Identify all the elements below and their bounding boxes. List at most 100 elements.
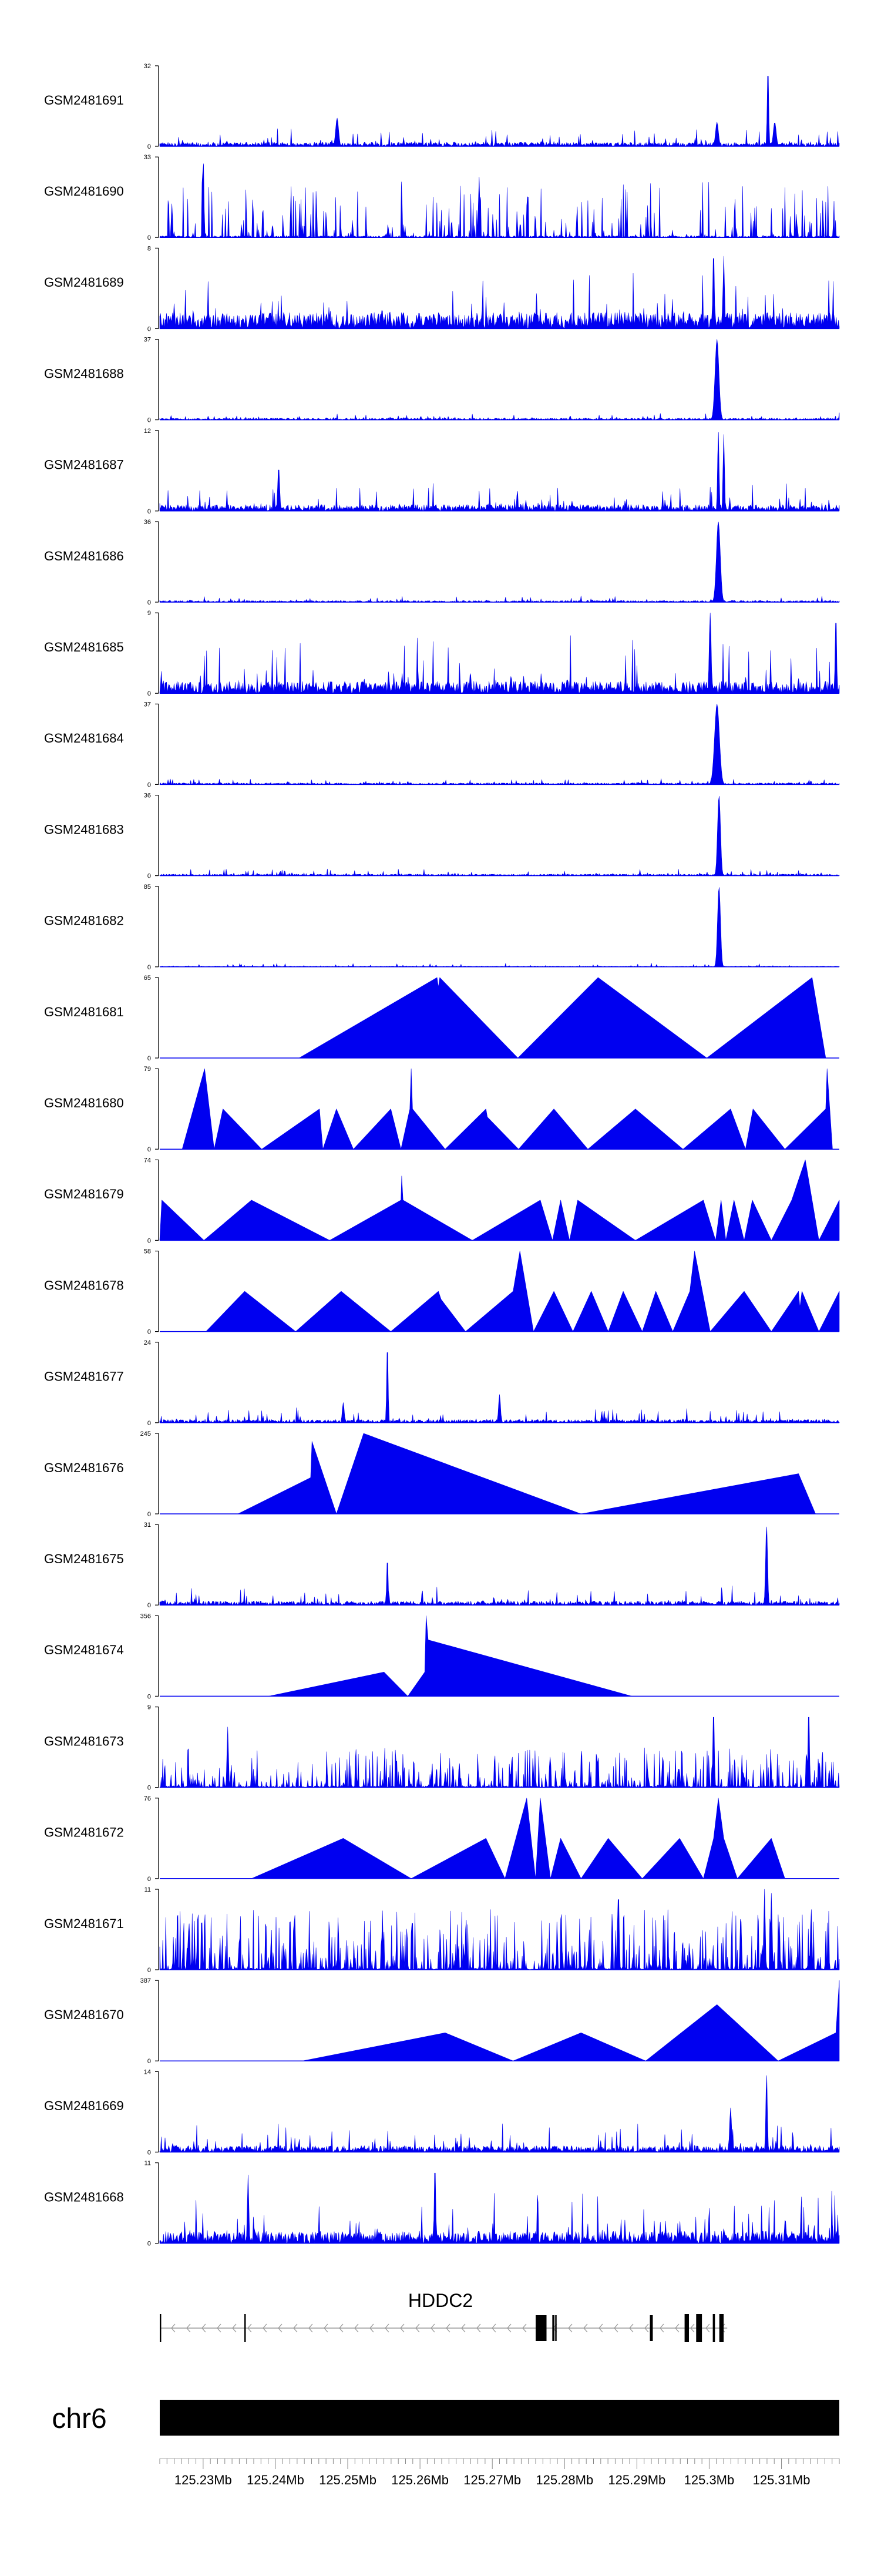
track-label: GSM2481669 (44, 2098, 124, 2113)
y-min-label: 0 (147, 1876, 151, 1883)
track-signal (159, 522, 840, 603)
genome-axis: 125.23Mb 125.24Mb 125.25Mb 125.26Mb 125.27Mb… (159, 2458, 840, 2487)
y-max-label: 74 (144, 1157, 151, 1164)
x-tick-label: 125.3Mb (684, 2473, 735, 2487)
y-min-label: 0 (147, 1237, 151, 1244)
strand-arrow (293, 2323, 298, 2333)
track-label: GSM2481685 (44, 640, 124, 654)
track-signal (159, 796, 840, 876)
strand-arrow (369, 2323, 374, 2333)
y-max-label: 11 (144, 1886, 151, 1893)
track-label: GSM2481691 (44, 93, 124, 108)
track-signal (206, 1251, 840, 1332)
track-signal (159, 2075, 840, 2152)
strand-arrow (492, 2323, 496, 2333)
track-label: GSM2481672 (44, 1825, 124, 1840)
strand-arrow (705, 2323, 710, 2333)
track-signal (159, 1160, 840, 1241)
y-max-label: 76 (144, 1795, 151, 1802)
gene-exon (244, 2314, 246, 2342)
strand-arrow (186, 2323, 191, 2333)
strand-arrow (476, 2323, 481, 2333)
track-signal (159, 2172, 840, 2243)
track-label: GSM2481677 (44, 1369, 124, 1384)
track-signal (159, 432, 840, 512)
strand-arrow (614, 2323, 618, 2333)
y-max-label: 356 (140, 1613, 151, 1620)
y-max-label: 79 (144, 1066, 151, 1073)
gene-exon (555, 2315, 557, 2341)
track: GSM2481678 58 0 (44, 1248, 840, 1336)
y-max-label: 36 (144, 519, 151, 526)
y-min-label: 0 (147, 417, 151, 424)
y-min-label: 0 (147, 1329, 151, 1336)
track: GSM2481686 36 0 (44, 519, 840, 606)
track-label: GSM2481670 (44, 2007, 124, 2022)
y-max-label: 11 (144, 2160, 151, 2167)
strand-arrow (247, 2323, 252, 2333)
y-min-label: 0 (147, 1602, 151, 1609)
strand-arrow (660, 2323, 664, 2333)
strand-arrow (415, 2323, 420, 2333)
y-min-label: 0 (147, 964, 151, 971)
track-label: GSM2481668 (44, 2189, 124, 2204)
track-label: GSM2481676 (44, 1460, 124, 1475)
x-tick-label: 125.31Mb (753, 2473, 811, 2487)
strand-arrow (278, 2323, 283, 2333)
track: GSM2481680 79 0 (44, 1066, 839, 1153)
strand-arrow (461, 2323, 466, 2333)
gene-exon (684, 2314, 689, 2342)
y-max-label: 37 (144, 337, 151, 344)
track: GSM2481674 356 0 (44, 1613, 839, 1700)
y-max-label: 12 (144, 428, 151, 435)
y-max-label: 33 (144, 154, 151, 161)
track-signal (159, 1352, 840, 1423)
track: GSM2481677 24 0 (44, 1339, 840, 1427)
strand-arrow (232, 2323, 237, 2333)
y-max-label: 65 (144, 975, 151, 982)
track-label: GSM2481686 (44, 549, 124, 563)
track-signal (302, 1980, 840, 2061)
gene-annotation: HDDC2 (160, 2290, 728, 2342)
strand-arrow (598, 2323, 603, 2333)
track: GSM2481668 11 0 (44, 2160, 840, 2248)
gene-exon (650, 2315, 653, 2341)
track-signal (298, 977, 826, 1059)
gene-exon (160, 2314, 162, 2342)
track-signal (159, 1889, 840, 1970)
y-min-label: 0 (147, 2149, 151, 2156)
track: GSM2481689 8 0 (44, 245, 840, 333)
track-label: GSM2481675 (44, 1551, 124, 1566)
y-min-label: 0 (147, 1693, 151, 1700)
gene-label: HDDC2 (408, 2290, 473, 2311)
y-min-label: 0 (147, 508, 151, 515)
strand-arrow (675, 2323, 680, 2333)
y-min-label: 0 (147, 2241, 151, 2248)
track-label: GSM2481674 (44, 1643, 124, 1657)
track-label: GSM2481683 (44, 822, 124, 837)
track: GSM2481685 9 0 (44, 610, 840, 697)
strand-arrow (385, 2323, 389, 2333)
strand-arrow (400, 2323, 405, 2333)
y-min-label: 0 (147, 143, 151, 150)
track-label: GSM2481688 (44, 366, 124, 381)
strand-arrow (171, 2323, 176, 2333)
y-min-label: 0 (147, 325, 151, 333)
x-tick-label: 125.25Mb (319, 2473, 376, 2487)
track: GSM2481690 33 0 (44, 154, 840, 241)
x-tick-label: 125.27Mb (463, 2473, 521, 2487)
track: GSM2481673 9 0 (44, 1704, 840, 1792)
strand-arrow (339, 2323, 344, 2333)
strand-arrow (446, 2323, 450, 2333)
track-signal (251, 1798, 785, 1879)
y-min-label: 0 (147, 1785, 151, 1792)
y-max-label: 9 (147, 1704, 151, 1711)
track: GSM2481682 85 0 (44, 884, 840, 971)
track-signal (159, 76, 840, 147)
track: GSM2481676 245 0 (44, 1430, 839, 1518)
x-tick-label: 125.26Mb (391, 2473, 449, 2487)
gene-exon (696, 2314, 702, 2342)
track-signal (159, 1526, 840, 1606)
